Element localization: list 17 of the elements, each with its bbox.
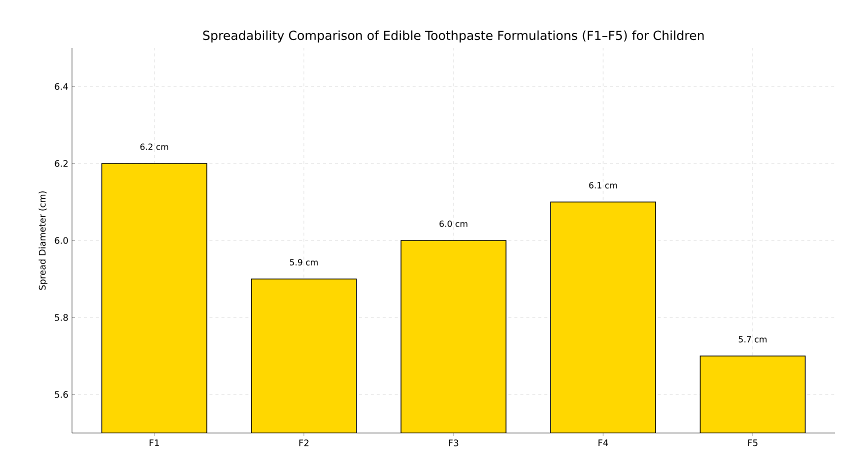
chart-title: Spreadability Comparison of Edible Toothpaste Formulations (F1–F5) for Children [203, 30, 704, 42]
y-tick-label: 5.8 [54, 314, 68, 321]
x-tick-label: F4 [598, 440, 608, 446]
x-tick-label: F2 [299, 440, 308, 446]
data-label: 6.1 cm [589, 182, 617, 188]
y-tick-label: 5.6 [54, 391, 68, 398]
data-label: 5.7 cm [738, 336, 767, 342]
x-tick-label: F5 [748, 440, 758, 446]
y-tick-label: 6.4 [54, 83, 68, 90]
data-label: 6.0 cm [440, 220, 468, 227]
x-tick-label: F1 [150, 440, 159, 446]
data-label: 6.2 cm [140, 144, 168, 150]
x-tick-label: F3 [448, 440, 458, 446]
y-axis-title: Spread Diameter (cm) [38, 191, 48, 290]
data-label: 5.9 cm [290, 259, 318, 266]
y-tick-label: 6.2 [54, 160, 68, 167]
y-tick-label: 6.0 [54, 237, 68, 244]
